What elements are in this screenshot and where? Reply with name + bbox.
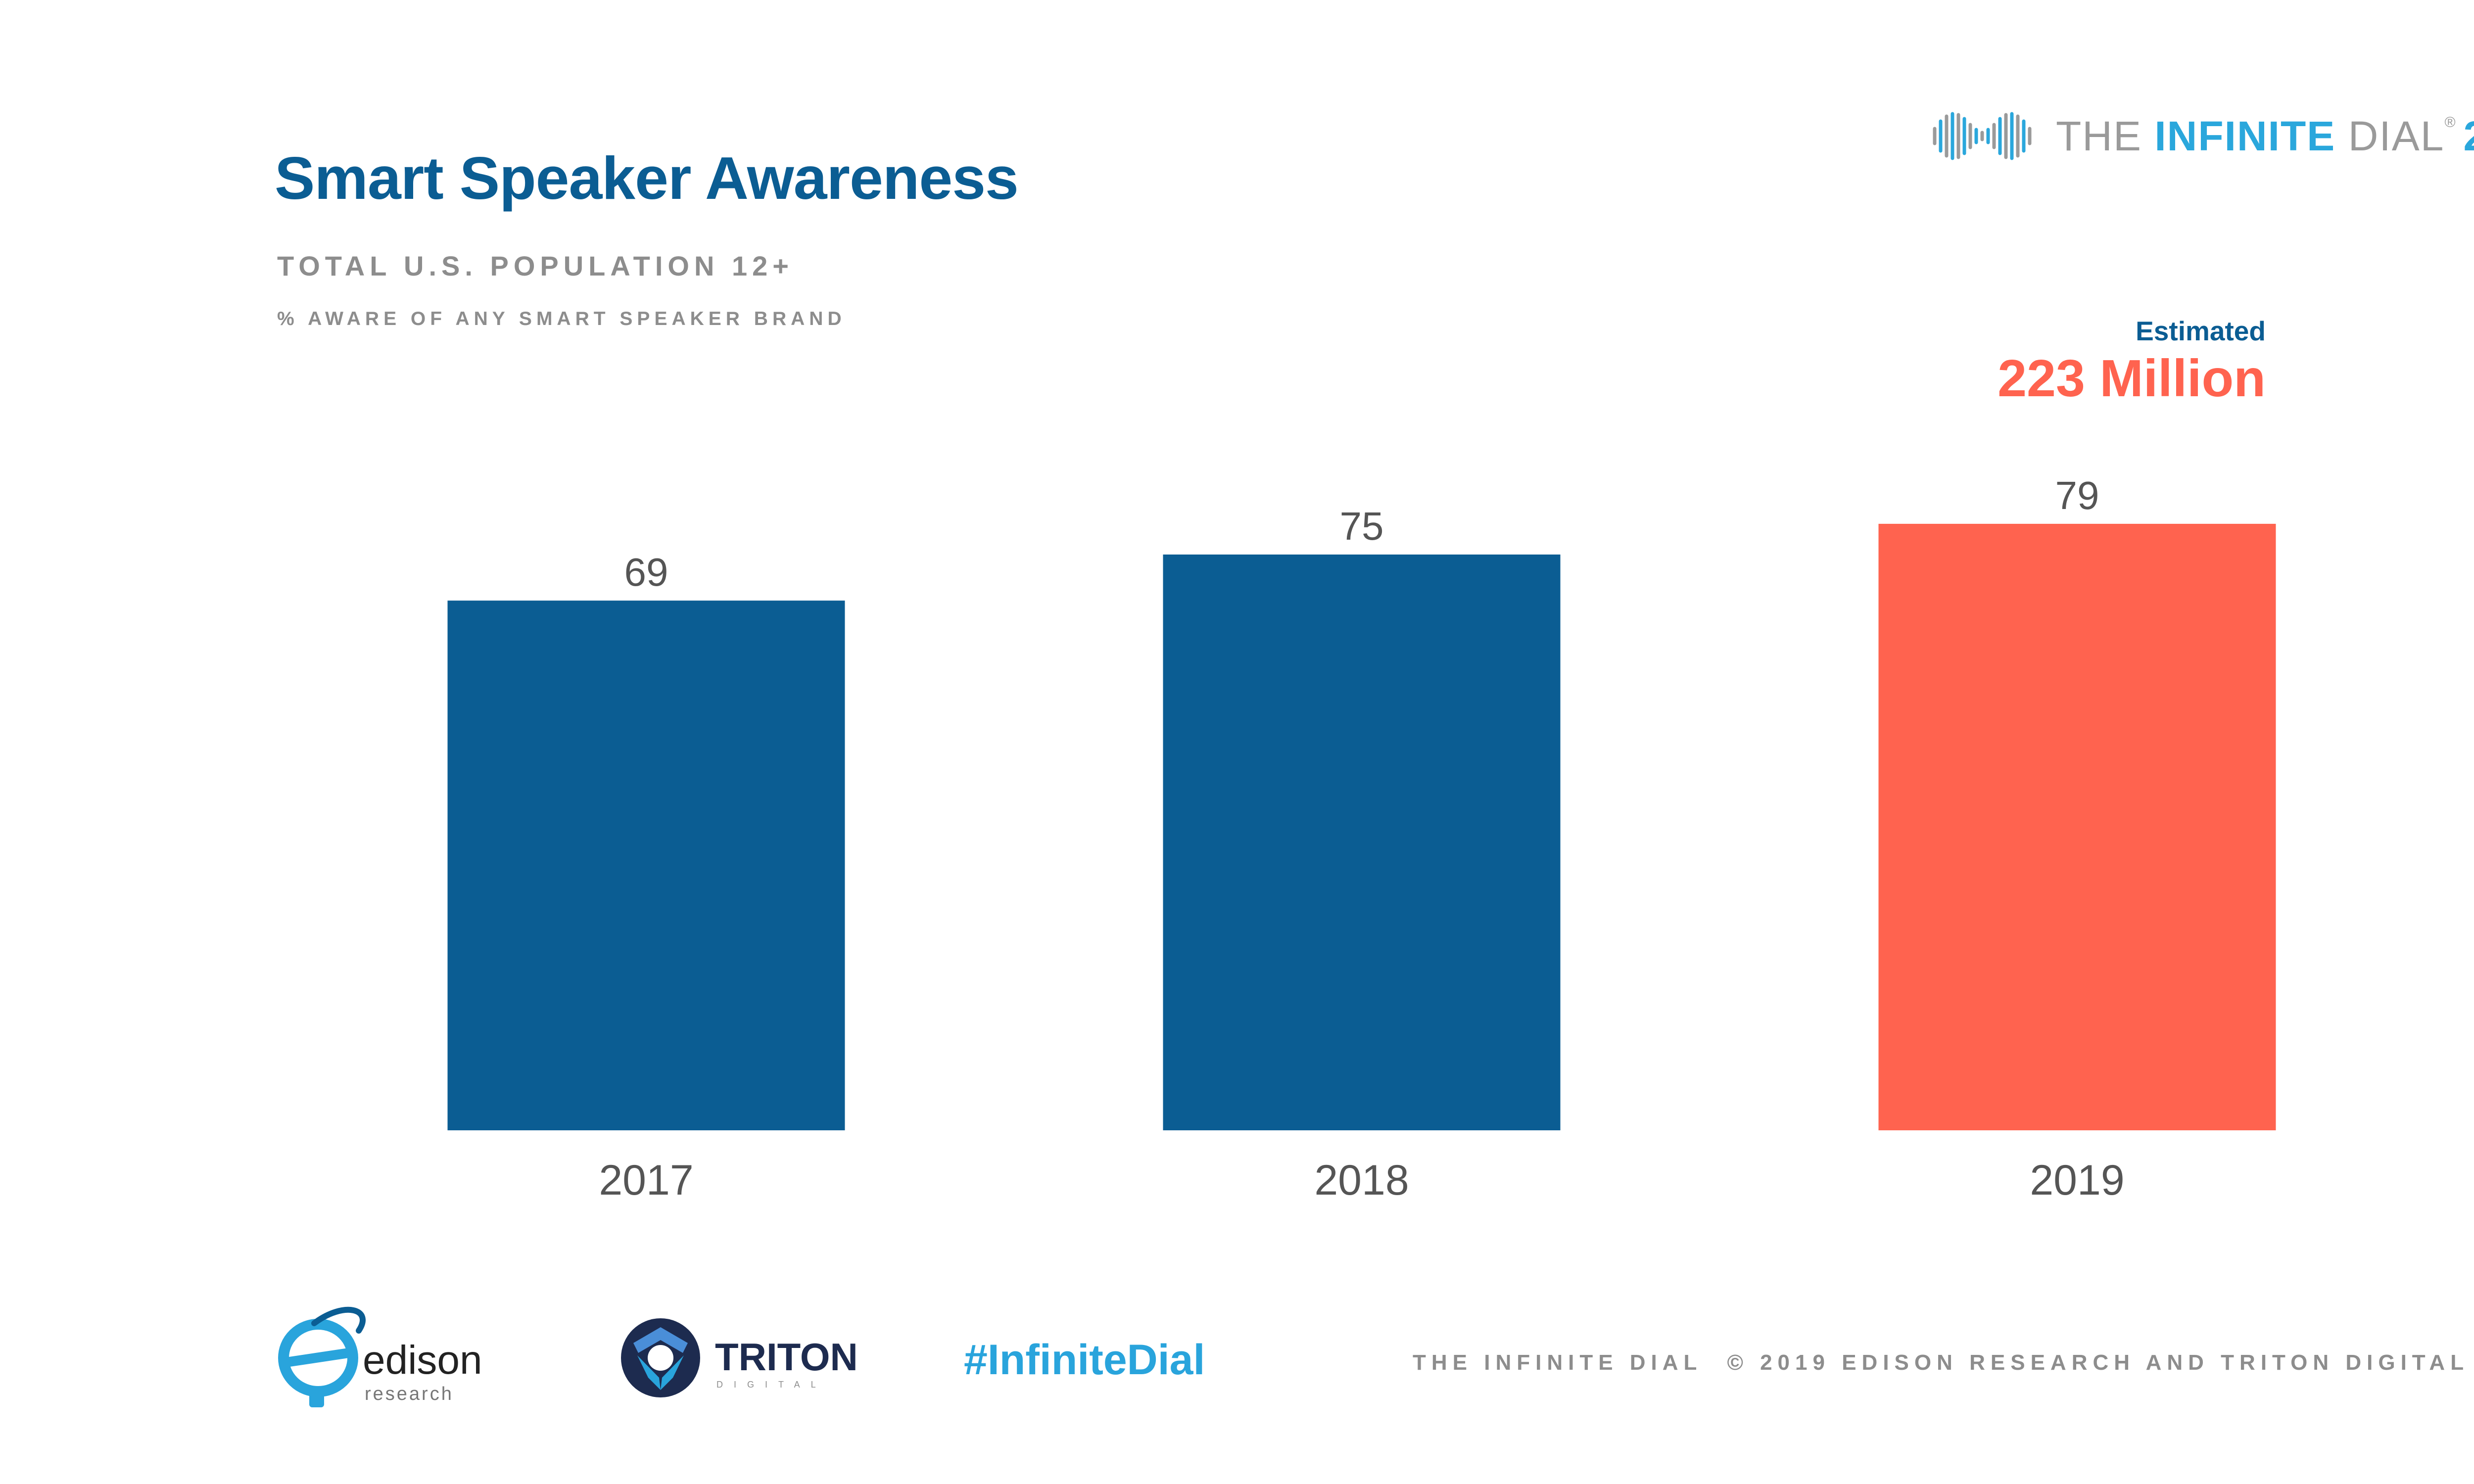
x-tick-label-2018: 2018 [1314, 1157, 1409, 1204]
brand-registered: ® [2444, 114, 2457, 131]
x-tick-label-2017: 2017 [599, 1157, 693, 1204]
estimate-value: 223 Million [1998, 349, 2266, 408]
brand-dial: DIAL [2348, 113, 2445, 159]
infinite-dial-wordmark: THE INFINITE DIAL® 2019 [2056, 112, 2474, 160]
brand-year: 2019 [2464, 113, 2474, 159]
triton-wordmark: TRITON [715, 1335, 858, 1379]
data-label-2019: 79 [2055, 473, 2099, 517]
data-label-2018: 75 [1340, 504, 1384, 548]
brand-the: THE [2056, 113, 2142, 159]
chart-subtitle: TOTAL U.S. POPULATION 12+ [277, 250, 794, 281]
data-label-2017: 69 [624, 550, 668, 594]
bar-2019 [1878, 523, 2276, 1130]
triton-digital-wordmark: DIGITAL [716, 1380, 827, 1390]
infinite-dial-mark-icon [1933, 112, 2032, 160]
edison-wordmark: edison [363, 1338, 482, 1383]
chart-subtitle-secondary: % AWARE OF ANY SMART SPEAKER BRAND [277, 308, 846, 329]
infinite-dial-logo: THE INFINITE DIAL® 2019 [1930, 101, 2474, 176]
hashtag-link[interactable]: #InfiniteDial [964, 1336, 1205, 1384]
footer-left-text: THE INFINITE DIAL [1413, 1350, 1703, 1375]
footer-copyright: © 2019 EDISON RESEARCH AND TRITON DIGITA… [1727, 1350, 2470, 1375]
edison-research-wordmark: research [365, 1384, 454, 1404]
edison-logo-icon: edison research [278, 1306, 482, 1407]
estimate-label: Estimated [2136, 316, 2266, 346]
footer-credits: THE INFINITE DIAL © 2019 EDISON RESEARCH … [1413, 1350, 2469, 1375]
triton-digital-logo: TRITON DIGITAL [614, 1308, 861, 1407]
bar-2018 [1163, 555, 1561, 1130]
triton-logo-icon: TRITON DIGITAL [621, 1318, 858, 1397]
x-tick-label-2019: 2019 [2030, 1157, 2124, 1204]
edison-research-logo: edison research [275, 1303, 502, 1412]
brand-infinite: INFINITE [2154, 113, 2336, 159]
chart-title: Smart Speaker Awareness [275, 144, 1019, 212]
bar-2017 [447, 601, 845, 1130]
